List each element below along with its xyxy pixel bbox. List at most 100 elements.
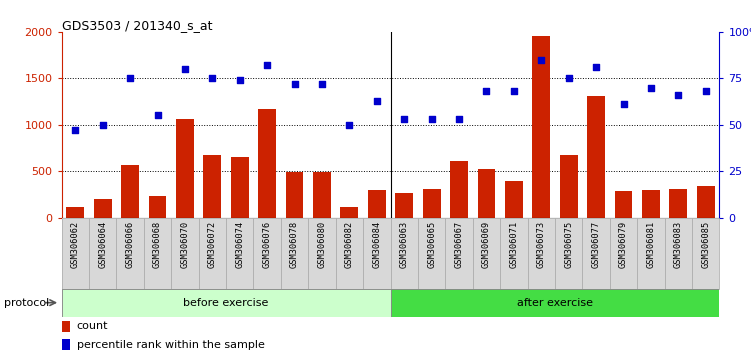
Bar <box>669 189 687 218</box>
Text: GSM306073: GSM306073 <box>537 221 546 268</box>
Point <box>426 116 438 122</box>
Bar <box>66 207 84 218</box>
Text: GSM306062: GSM306062 <box>71 221 80 268</box>
Text: GSM306067: GSM306067 <box>454 221 463 268</box>
Text: GSM306069: GSM306069 <box>482 221 491 268</box>
Point <box>261 62 273 68</box>
Point <box>672 92 684 98</box>
Text: GSM306079: GSM306079 <box>619 221 628 268</box>
Text: GSM306071: GSM306071 <box>509 221 518 268</box>
Bar <box>62 339 71 350</box>
Text: GSM306080: GSM306080 <box>318 221 327 268</box>
Text: GSM306065: GSM306065 <box>427 221 436 268</box>
Bar <box>610 218 637 289</box>
Text: GSM306072: GSM306072 <box>208 221 217 268</box>
Text: GSM306064: GSM306064 <box>98 221 107 268</box>
Bar <box>340 207 358 218</box>
Bar <box>308 218 336 289</box>
Text: GSM306078: GSM306078 <box>290 221 299 268</box>
Point <box>207 75 219 81</box>
Point <box>481 88 493 94</box>
Bar <box>285 172 303 218</box>
Bar <box>94 199 112 218</box>
Bar <box>665 218 692 289</box>
Bar <box>336 218 363 289</box>
Bar <box>231 157 249 218</box>
Bar <box>62 289 391 317</box>
Bar <box>258 109 276 218</box>
Text: GSM306074: GSM306074 <box>235 221 244 268</box>
Point <box>234 78 246 83</box>
Bar <box>478 170 496 218</box>
Bar <box>445 218 473 289</box>
Bar <box>116 218 144 289</box>
Bar <box>642 190 660 218</box>
Bar <box>391 218 418 289</box>
Text: GSM306075: GSM306075 <box>564 221 573 268</box>
Bar <box>62 218 89 289</box>
Point <box>97 122 109 128</box>
Text: GSM306083: GSM306083 <box>674 221 683 268</box>
Bar <box>149 196 167 218</box>
Bar <box>198 218 226 289</box>
Bar <box>555 218 583 289</box>
Point <box>343 122 355 128</box>
Text: GSM306066: GSM306066 <box>125 221 134 268</box>
Bar <box>89 218 116 289</box>
Bar <box>313 172 331 218</box>
Text: GSM306070: GSM306070 <box>180 221 189 268</box>
Point <box>645 85 657 91</box>
Bar <box>171 218 198 289</box>
Bar <box>500 218 527 289</box>
Text: protocol: protocol <box>4 298 49 308</box>
Bar <box>692 218 719 289</box>
Text: before exercise: before exercise <box>183 298 269 308</box>
Point <box>562 75 575 81</box>
Text: GSM306076: GSM306076 <box>263 221 272 268</box>
Point <box>124 75 136 81</box>
Point <box>590 64 602 70</box>
Bar <box>587 96 605 218</box>
Bar <box>423 189 441 218</box>
Bar <box>532 36 550 218</box>
Bar <box>176 119 194 218</box>
Bar <box>391 289 733 317</box>
Point <box>453 116 465 122</box>
Bar <box>583 218 610 289</box>
Point <box>152 113 164 118</box>
Bar <box>144 218 171 289</box>
Bar <box>614 191 632 218</box>
Point <box>535 57 547 63</box>
Text: after exercise: after exercise <box>517 298 593 308</box>
Bar <box>204 155 222 218</box>
Bar <box>62 321 71 332</box>
Point <box>316 81 328 87</box>
Bar <box>395 193 413 218</box>
Point <box>508 88 520 94</box>
Text: GSM306081: GSM306081 <box>647 221 656 268</box>
Bar <box>363 218 391 289</box>
Text: GSM306084: GSM306084 <box>372 221 382 268</box>
Bar <box>281 218 308 289</box>
Bar <box>473 218 500 289</box>
Bar <box>253 218 281 289</box>
Bar <box>505 181 523 218</box>
Bar <box>418 218 445 289</box>
Point <box>371 98 383 103</box>
Point <box>700 88 712 94</box>
Text: count: count <box>77 321 108 331</box>
Bar <box>368 190 386 218</box>
Point <box>69 127 81 133</box>
Bar <box>637 218 665 289</box>
Bar <box>559 155 578 218</box>
Point <box>288 81 300 87</box>
Text: GSM306085: GSM306085 <box>701 221 710 268</box>
Bar <box>697 185 715 218</box>
Bar <box>226 218 253 289</box>
Point <box>617 102 629 107</box>
Text: GSM306063: GSM306063 <box>400 221 409 268</box>
Text: GSM306082: GSM306082 <box>345 221 354 268</box>
Text: GSM306068: GSM306068 <box>153 221 162 268</box>
Text: percentile rank within the sample: percentile rank within the sample <box>77 340 264 350</box>
Point <box>179 66 191 72</box>
